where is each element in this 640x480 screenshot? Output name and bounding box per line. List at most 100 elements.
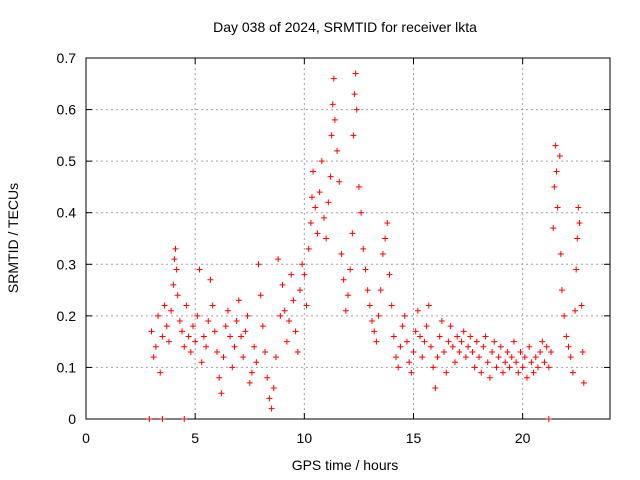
data-point <box>227 333 234 340</box>
data-point <box>308 194 315 201</box>
data-point <box>438 318 445 325</box>
data-point <box>526 343 533 350</box>
data-point <box>281 307 288 314</box>
data-point <box>574 235 581 242</box>
data-point <box>358 209 365 216</box>
data-point <box>366 302 373 309</box>
data-point <box>155 312 162 319</box>
data-point <box>541 359 548 366</box>
data-point <box>469 348 476 355</box>
data-point <box>255 261 262 268</box>
y-tick-label: 0.7 <box>57 50 77 66</box>
data-point <box>203 343 210 350</box>
data-point <box>301 271 308 278</box>
data-point <box>460 328 467 335</box>
data-point <box>331 116 338 123</box>
data-point <box>349 230 356 237</box>
x-axis-label: GPS time / hours <box>292 457 399 473</box>
data-point <box>168 307 175 314</box>
data-point <box>305 245 312 252</box>
data-point <box>414 307 421 314</box>
data-point <box>216 374 223 381</box>
data-point <box>187 348 194 355</box>
data-point <box>146 416 153 422</box>
data-point <box>172 245 179 252</box>
data-point <box>550 225 557 232</box>
data-point <box>384 220 391 227</box>
data-point <box>371 328 378 335</box>
data-point <box>248 369 255 376</box>
data-points <box>146 70 587 422</box>
data-point <box>364 287 371 294</box>
data-point <box>467 333 474 340</box>
data-point <box>556 152 563 159</box>
data-point <box>393 354 400 361</box>
data-point <box>397 343 404 350</box>
data-point <box>441 348 448 355</box>
data-point <box>537 348 544 355</box>
data-point <box>456 348 463 355</box>
y-tick-label: 0.6 <box>57 102 77 118</box>
data-point <box>235 297 242 304</box>
data-point <box>345 292 351 299</box>
data-point <box>375 312 382 319</box>
data-point <box>517 348 524 355</box>
data-point <box>200 333 207 340</box>
data-point <box>259 323 266 330</box>
data-point <box>500 369 507 376</box>
data-point <box>482 333 489 340</box>
data-point <box>569 369 576 376</box>
data-point <box>318 158 325 165</box>
data-point <box>495 354 502 361</box>
data-point <box>192 338 199 345</box>
data-point <box>545 364 552 371</box>
data-point <box>513 359 520 366</box>
data-point <box>486 374 493 381</box>
data-point <box>419 354 426 361</box>
data-point <box>277 312 284 319</box>
data-point <box>299 261 306 268</box>
data-point <box>233 318 240 325</box>
data-point <box>434 354 441 361</box>
data-point <box>563 333 570 340</box>
data-point <box>327 173 334 180</box>
data-point <box>329 101 336 108</box>
data-point <box>238 333 245 340</box>
data-point <box>403 338 410 345</box>
data-point <box>572 307 579 314</box>
data-point <box>473 338 480 345</box>
data-point <box>360 245 367 252</box>
data-point <box>401 312 408 319</box>
data-point <box>561 312 568 319</box>
data-point <box>399 323 406 330</box>
data-point <box>524 374 531 381</box>
data-point <box>325 199 332 206</box>
data-point <box>548 348 555 355</box>
data-point <box>185 333 192 340</box>
data-point <box>545 416 552 422</box>
data-point <box>323 235 330 242</box>
data-point <box>489 348 496 355</box>
data-point <box>286 318 293 325</box>
data-point <box>443 369 450 376</box>
data-point <box>320 214 327 221</box>
data-point <box>350 132 357 139</box>
data-point <box>575 204 582 211</box>
data-point <box>251 343 258 350</box>
data-point <box>476 354 482 361</box>
data-point <box>205 318 212 325</box>
data-point <box>170 281 177 288</box>
data-point <box>412 328 419 335</box>
data-point <box>196 266 203 273</box>
data-point <box>231 343 238 350</box>
y-tick-label: 0.5 <box>57 153 77 169</box>
data-point <box>181 343 188 350</box>
y-tick-label: 0.1 <box>57 359 77 375</box>
data-point <box>379 250 386 257</box>
data-point <box>543 343 550 350</box>
data-point <box>307 220 314 227</box>
data-point <box>174 292 181 299</box>
data-point <box>220 354 227 361</box>
data-point <box>521 354 528 361</box>
data-point <box>558 287 565 294</box>
